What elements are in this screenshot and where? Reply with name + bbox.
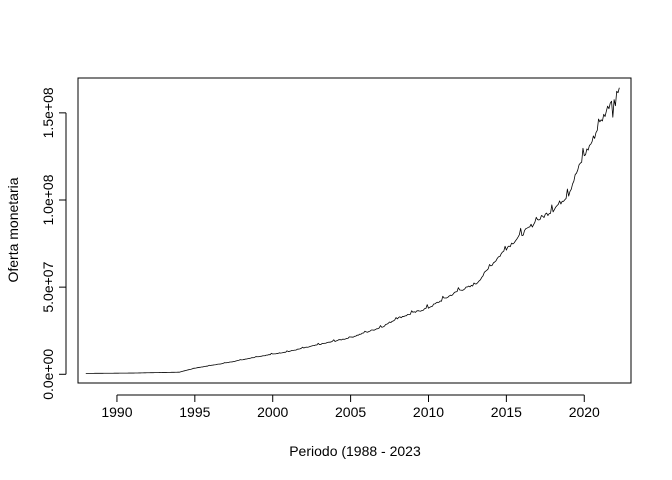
y-tick-label: 1.5e+08 bbox=[40, 87, 56, 138]
y-axis: 0.0e+00 5.0e+07 1.0e+08 1.5e+08 bbox=[40, 87, 67, 400]
x-tick-label: 2020 bbox=[569, 404, 600, 420]
x-tick-label: 2010 bbox=[413, 404, 444, 420]
x-axis-label: Periodo (1988 - 2023 bbox=[289, 443, 421, 459]
x-tick-label: 1995 bbox=[179, 404, 210, 420]
x-tick-label: 1990 bbox=[101, 404, 132, 420]
x-tick-label: 2015 bbox=[491, 404, 522, 420]
plot-frame bbox=[77, 77, 632, 384]
x-tick-label: 2000 bbox=[257, 404, 288, 420]
y-tick-label: 0.0e+00 bbox=[40, 349, 56, 400]
y-tick-label: 1.0e+08 bbox=[40, 174, 56, 225]
x-tick-label: 2005 bbox=[335, 404, 366, 420]
series-line bbox=[85, 87, 620, 374]
y-tick-label: 5.0e+07 bbox=[40, 261, 56, 312]
x-axis: 1990 1995 2000 2005 2010 2015 2020 bbox=[101, 394, 600, 420]
y-axis-label: Oferta monetaria bbox=[5, 177, 21, 282]
